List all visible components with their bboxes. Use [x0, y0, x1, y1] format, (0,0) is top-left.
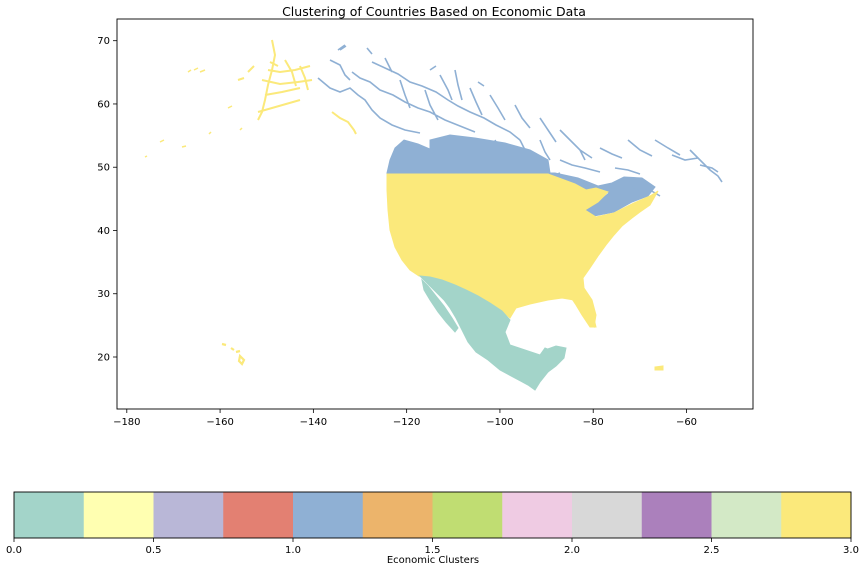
colorbar-segment	[223, 492, 294, 538]
map-x-tick-label: −60	[676, 417, 697, 428]
colorbar-tick-label: 2.0	[564, 545, 580, 556]
colorbar-segment	[153, 492, 224, 538]
colorbar-segment	[781, 492, 852, 538]
colorbar-segment	[83, 492, 154, 538]
colorbar-tick-label: 1.0	[285, 545, 301, 556]
colorbar-segment	[502, 492, 573, 538]
alaska-aleutians	[144, 67, 243, 158]
region-hawaii	[221, 342, 246, 366]
map-axes-frame	[116, 18, 754, 410]
map-y-tick-label: 50	[97, 163, 110, 174]
alaska-network	[237, 39, 357, 135]
baja-california	[421, 278, 459, 333]
colorbar-segment	[362, 492, 433, 538]
canada-dense-prairies	[429, 134, 551, 175]
map-y-axis: 20 30 40 50 60 70	[97, 36, 117, 364]
colorbar-tick-label: 0.5	[146, 545, 162, 556]
colorbar-tick-label: 1.5	[425, 545, 441, 556]
puerto-rico-island	[654, 365, 664, 371]
colorbar-segment	[641, 492, 712, 538]
colorbar-segment	[432, 492, 503, 538]
canada-rail-network	[317, 44, 723, 197]
canada-islands-north	[339, 45, 485, 87]
colorbar-segments	[14, 492, 852, 538]
map-x-tick-label: −140	[300, 417, 327, 428]
colorbar-segment	[293, 492, 364, 538]
colorbar-tick-label: 3.0	[843, 545, 859, 556]
yucatan-peninsula	[544, 345, 567, 373]
map-y-tick-label: 40	[97, 226, 110, 237]
map-x-axis: −180 −160 −140 −120 −100 −80 −60	[113, 409, 697, 428]
colorbar-ticks: 0.0 0.5 1.0 1.5 2.0 2.5 3.0	[6, 538, 859, 556]
usa-florida	[571, 297, 597, 328]
colorbar-segment	[572, 492, 643, 538]
map-y-tick-label: 30	[97, 289, 110, 300]
map-y-tick-label: 70	[97, 36, 110, 47]
hawaii-islands	[221, 342, 246, 366]
region-puerto-rico	[654, 365, 664, 371]
colorbar-segment	[711, 492, 782, 538]
map-x-tick-label: −160	[206, 417, 233, 428]
map-x-tick-label: −180	[113, 417, 140, 428]
colorbar-tick-label: 2.5	[704, 545, 720, 556]
map-x-tick-label: −100	[486, 417, 513, 428]
colorbar: 0.0 0.5 1.0 1.5 2.0 2.5 3.0 Economic Clusters	[6, 491, 859, 566]
map-x-tick-label: −120	[393, 417, 420, 428]
region-alaska	[144, 39, 357, 158]
colorbar-segment	[14, 492, 85, 538]
colorbar-label: Economic Clusters	[387, 555, 479, 566]
map-y-tick-label: 20	[97, 353, 110, 364]
map-title: Clustering of Countries Based on Economi…	[282, 4, 586, 19]
map-y-tick-label: 60	[97, 99, 110, 110]
map-x-tick-label: −80	[583, 417, 604, 428]
colorbar-tick-label: 0.0	[6, 545, 22, 556]
region-mexico	[418, 275, 567, 391]
